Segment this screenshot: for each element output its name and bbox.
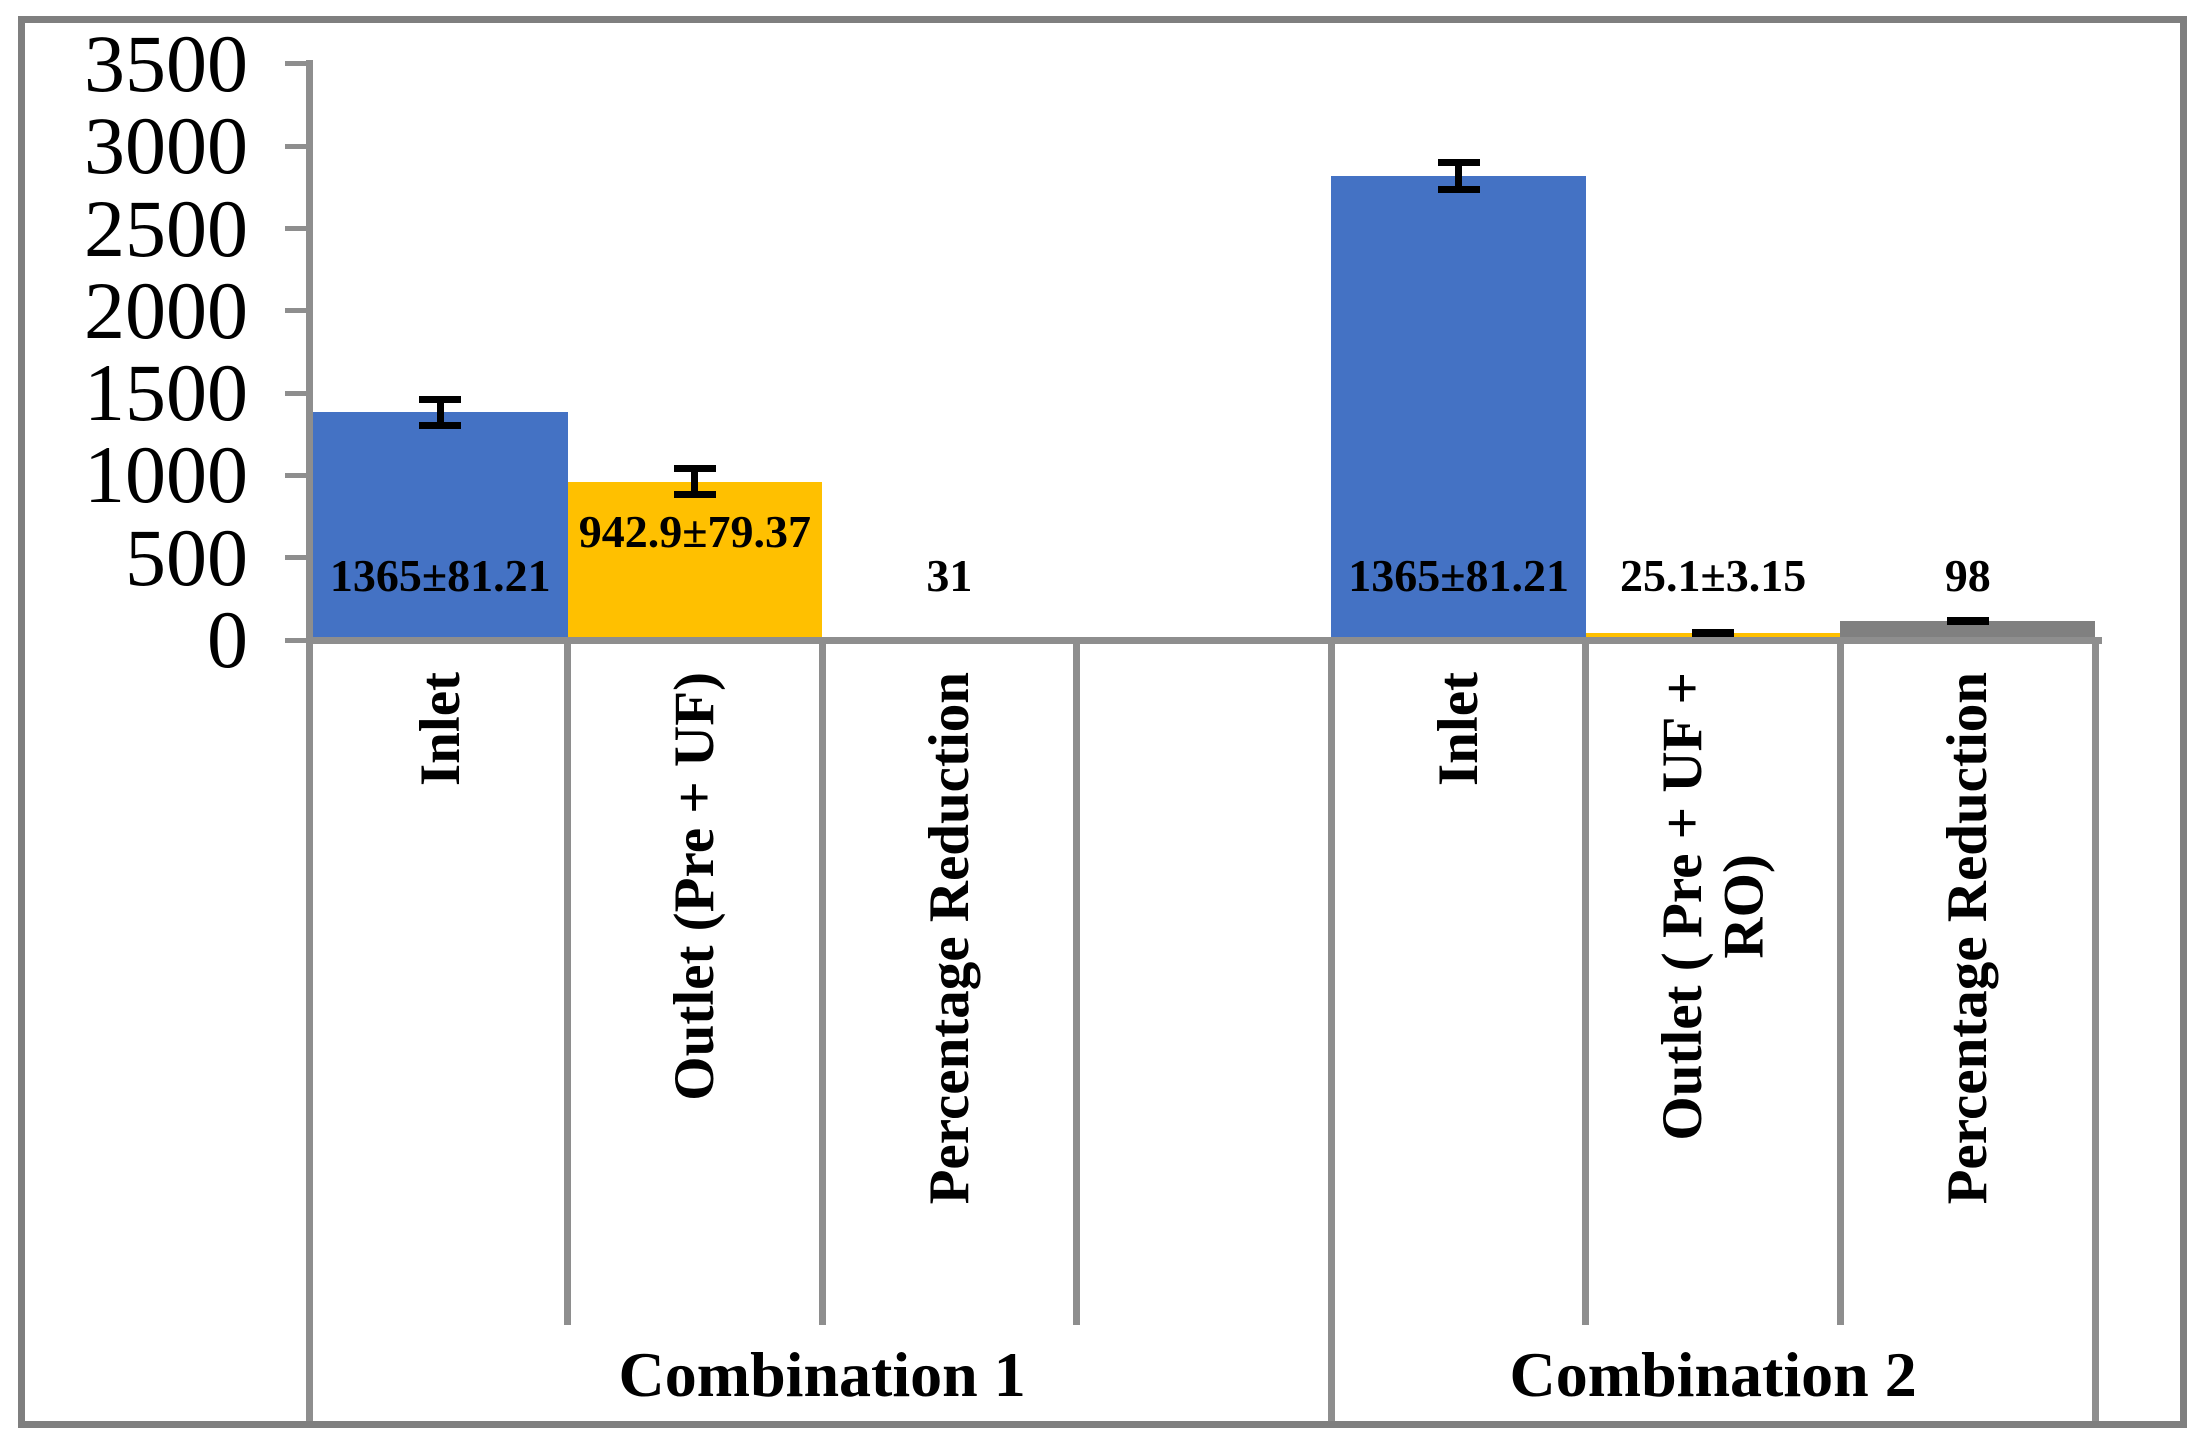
error-bar-line <box>1455 162 1463 190</box>
error-bar-cap <box>1692 629 1735 637</box>
category-separator <box>564 637 572 1325</box>
y-tick-label: 3500 <box>84 17 248 109</box>
error-bar-cap <box>419 422 462 430</box>
y-tick-label: 1000 <box>84 429 248 521</box>
bar-value-label: 942.9±79.37 <box>578 506 812 557</box>
group-label: Combination 1 <box>618 1339 1026 1410</box>
bar-value-label: 1365±81.21 <box>329 550 551 601</box>
bar-outlet-pre-uf- <box>567 481 823 644</box>
bar-inlet <box>313 412 568 644</box>
error-bar-cap <box>419 395 462 403</box>
x-axis-line <box>306 637 2102 644</box>
y-axis-tick <box>285 143 307 149</box>
bar-value-label: 1365±81.21 <box>1348 550 1569 601</box>
y-axis-tick <box>285 637 307 643</box>
category-separator <box>1582 637 1590 1325</box>
bar-value-label: 25.1±3.15 <box>1619 550 1807 601</box>
y-tick-label: 3000 <box>84 100 248 192</box>
y-tick-label: 2500 <box>84 182 248 274</box>
y-tick-label: 1500 <box>84 347 248 439</box>
category-separator <box>818 637 826 1325</box>
y-axis-tick <box>285 472 307 478</box>
error-bar-line <box>691 468 699 495</box>
group-cell: Combination 1 <box>313 1325 1331 1425</box>
y-axis-line <box>306 60 313 1428</box>
error-bar-line <box>436 399 444 426</box>
y-tick-label: 500 <box>125 511 248 603</box>
y-axis-tick <box>285 390 307 396</box>
bar-value-label: 98 <box>1944 550 1991 601</box>
group-separator <box>1327 637 1335 1428</box>
bar-inlet <box>1331 176 1586 644</box>
y-axis-tick <box>285 226 307 231</box>
y-axis-tick <box>285 61 307 67</box>
error-bar-cap <box>1437 159 1480 167</box>
category-separator <box>1836 637 1844 1325</box>
y-axis-tick <box>285 308 307 314</box>
error-bar-cap <box>1437 186 1480 193</box>
error-bar-cap <box>1946 618 1989 626</box>
error-bar-cap <box>673 491 716 499</box>
y-tick-label: 0 <box>207 594 248 685</box>
group-label: Combination 2 <box>1509 1339 1917 1410</box>
y-tick-label: 2000 <box>84 264 248 356</box>
bar-value-label: 31 <box>926 550 973 601</box>
group-separator <box>2091 637 2099 1428</box>
error-bar-cap <box>673 465 716 473</box>
figure-border <box>18 16 2187 1428</box>
y-axis-tick <box>285 555 307 561</box>
category-separator <box>1073 637 1081 1325</box>
group-cell: Combination 2 <box>1331 1325 2095 1425</box>
